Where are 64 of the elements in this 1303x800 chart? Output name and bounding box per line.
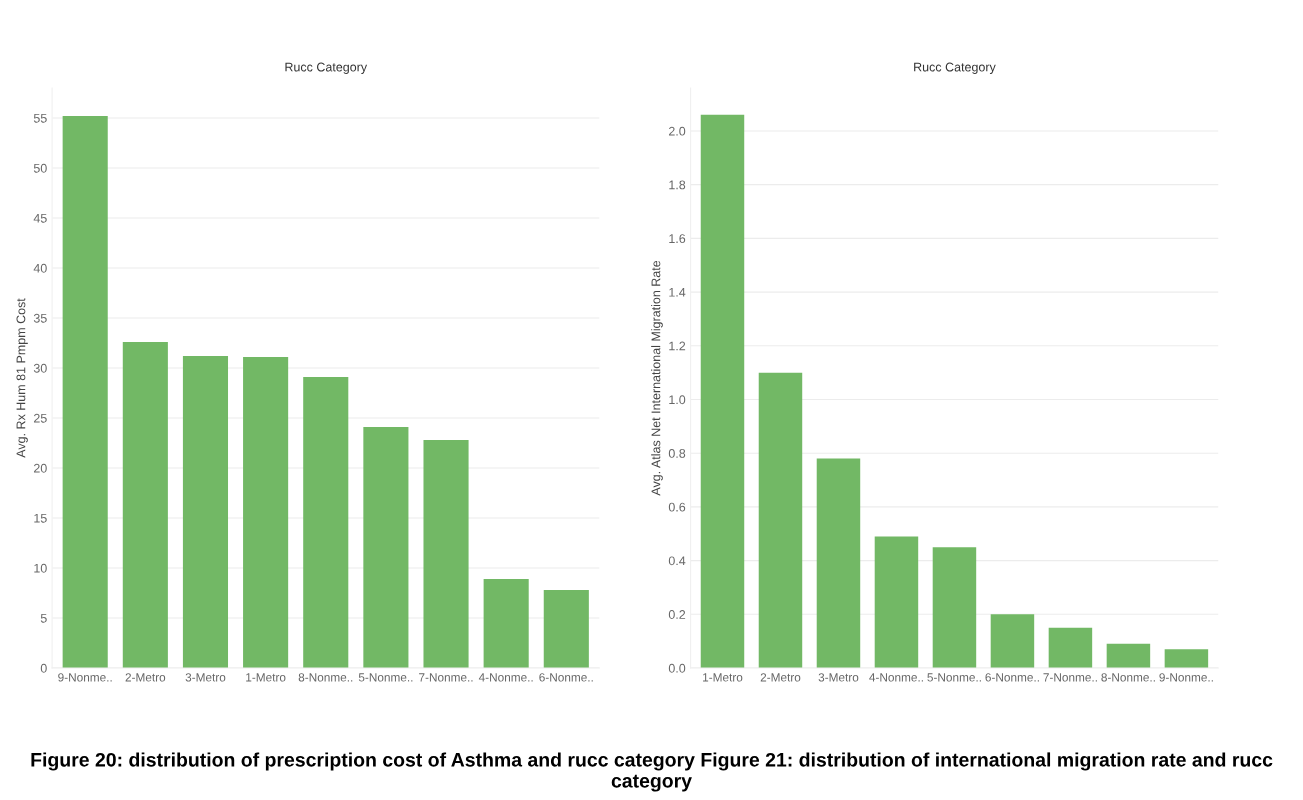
y-tick-label: 1.4 bbox=[669, 288, 686, 297]
bar bbox=[758, 372, 803, 668]
y-tick-label: 1.8 bbox=[669, 180, 686, 190]
x-tick-label: 9-Nonme.. bbox=[1159, 673, 1213, 682]
x-tick-label: 6-Nonme.. bbox=[985, 673, 1039, 682]
x-tick-label: 3-Metro bbox=[185, 673, 226, 682]
y-tick-label: 40 bbox=[33, 263, 47, 273]
bar bbox=[243, 357, 289, 668]
y-tick-label: 0.0 bbox=[668, 663, 686, 673]
x-tick-label: 4-Nonme.. bbox=[478, 673, 533, 682]
y-tick-label: 30 bbox=[33, 363, 47, 373]
y-tick-label: 15 bbox=[34, 513, 47, 523]
x-tick-label: 8-Nonme.. bbox=[1101, 673, 1155, 682]
x-tick-label: 9-Nonme.. bbox=[58, 673, 112, 682]
y-axis-title: Avg. Rx Hum 81 Pmpm Cost bbox=[16, 298, 28, 458]
x-tick-label: 7-Nonme.. bbox=[1043, 673, 1097, 682]
bar bbox=[423, 440, 469, 668]
x-tick-label: 1-Metro bbox=[246, 673, 286, 682]
y-tick-label: 2.0 bbox=[668, 126, 686, 136]
bar bbox=[1106, 643, 1151, 668]
x-tick-label: 2-Metro bbox=[125, 673, 166, 682]
bar bbox=[303, 377, 349, 668]
y-tick-label: 1.6 bbox=[669, 234, 686, 244]
y-tick-label: 1.2 bbox=[669, 341, 686, 351]
bar bbox=[62, 116, 108, 668]
y-tick-label: 0.4 bbox=[668, 556, 686, 566]
y-tick-label: 20 bbox=[33, 463, 47, 473]
bar bbox=[543, 590, 589, 668]
y-tick-label: 5 bbox=[40, 613, 47, 623]
y-axis-title: Avg. Atlas Net International Migration Rate bbox=[651, 260, 663, 496]
y-tick-label: 35 bbox=[33, 313, 47, 323]
x-tick-label: 3-Metro bbox=[818, 673, 859, 682]
x-tick-label: 6-Nonme.. bbox=[539, 673, 593, 682]
bar bbox=[122, 342, 168, 668]
bar bbox=[1048, 627, 1093, 668]
x-tick-label: 8-Nonme.. bbox=[298, 673, 353, 682]
bar bbox=[700, 114, 745, 668]
bar bbox=[182, 356, 229, 668]
bar bbox=[1164, 649, 1209, 668]
y-tick-label: 0.8 bbox=[668, 448, 686, 458]
y-tick-label: 45 bbox=[33, 213, 47, 223]
bar bbox=[816, 458, 861, 668]
y-tick-label: 55 bbox=[33, 113, 47, 123]
x-tick-label: 7-Nonme.. bbox=[419, 673, 473, 682]
bar bbox=[932, 547, 977, 668]
chart-title: Rucc Category bbox=[285, 62, 368, 74]
caption: Figure 20: distribution of prescription cost of Asthma and rucc category Figure 21: distribution of international migration rate and rucc category bbox=[31, 752, 1273, 792]
y-tick-label: 1.0 bbox=[669, 395, 686, 405]
y-tick-label: 50 bbox=[33, 163, 47, 173]
chart-title: Rucc Category bbox=[914, 62, 996, 74]
bar bbox=[874, 536, 919, 668]
x-tick-label: 5-Nonme.. bbox=[927, 673, 981, 682]
x-tick-label: 5-Nonme.. bbox=[358, 673, 413, 682]
y-tick-label: 0.6 bbox=[668, 502, 686, 512]
bar bbox=[990, 614, 1035, 668]
x-tick-label: 4-Nonme.. bbox=[869, 673, 923, 682]
x-tick-label: 2-Metro bbox=[760, 673, 801, 682]
y-tick-label: 25 bbox=[33, 413, 47, 423]
y-tick-label: 0.2 bbox=[668, 610, 686, 619]
y-tick-label: 10 bbox=[34, 563, 47, 573]
bar bbox=[483, 579, 529, 668]
bar bbox=[363, 427, 409, 668]
y-tick-label: 0 bbox=[40, 663, 47, 673]
x-tick-label: 1-Metro bbox=[703, 673, 743, 682]
